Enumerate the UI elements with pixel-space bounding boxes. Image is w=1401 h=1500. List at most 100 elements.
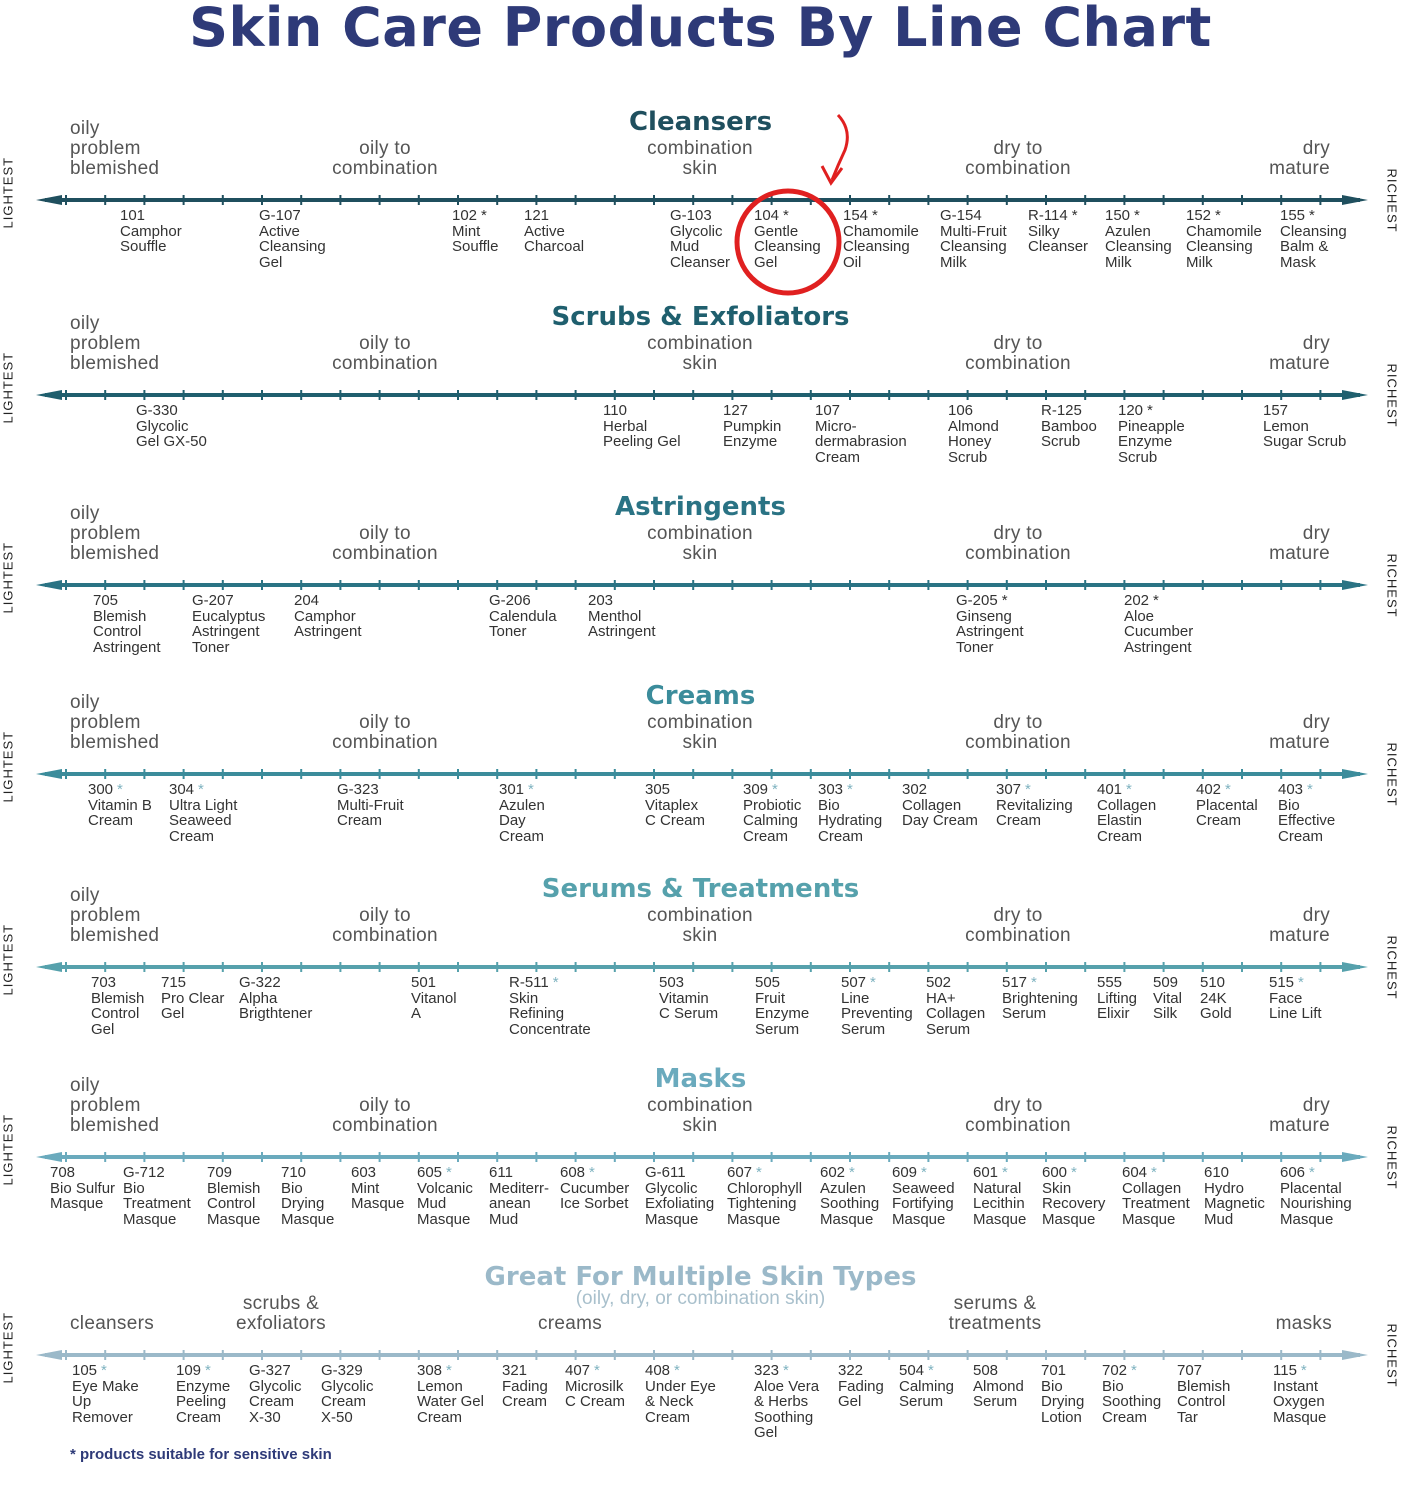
sensitive-star-icon: * — [1025, 781, 1031, 798]
product-item: 121 Active Charcoal — [524, 208, 584, 255]
product-name-line: Almond — [948, 417, 999, 435]
product-name-line: Oil — [843, 253, 862, 271]
product-name-line: Vitamin — [659, 989, 709, 1007]
product-name-line: Lemon — [417, 1377, 463, 1395]
product-code: 203 — [588, 592, 614, 609]
product-name-line: Gel GX-50 — [136, 433, 207, 451]
product-code: 610 — [1204, 1164, 1230, 1181]
product-name-line: Day — [499, 812, 526, 830]
skin-type-label: oily to combination — [332, 905, 438, 946]
product-name-line: Astringent — [1124, 638, 1192, 656]
product-name-line: Bio — [1041, 1377, 1063, 1395]
product-item: G-206 Calendula Toner — [489, 593, 557, 640]
product-name-line: Bio — [1278, 796, 1300, 814]
product-name-line: Seaweed — [169, 812, 232, 830]
product-name-line: Astringent — [588, 623, 656, 641]
product-item: 515 * Face Line Lift — [1269, 975, 1322, 1022]
product-name-line: Toner — [956, 638, 994, 656]
product-name-line: Placental — [1280, 1179, 1342, 1197]
richest-label: RICHEST — [1384, 1323, 1400, 1388]
product-name-line: Revitalizing — [996, 796, 1073, 814]
skin-type-label: cleansers — [70, 1313, 155, 1334]
product-name-line: Cream — [502, 1393, 548, 1411]
section-serums-treatments: Serums & Treatments oily problem blemishe… — [0, 866, 1401, 1056]
richness-axis — [36, 962, 1368, 972]
product-code: 304 — [169, 781, 195, 798]
product-name-line: Active — [524, 222, 565, 240]
section-title: Creams — [645, 681, 756, 711]
product-name-line: Alpha — [239, 989, 278, 1007]
product-name-line: Mud — [489, 1210, 519, 1228]
product-name-line: C Cream — [645, 812, 706, 830]
product-name-line: Tar — [1177, 1408, 1198, 1426]
product-code: 709 — [207, 1164, 233, 1181]
section-scrubs-exfoliators: Scrubs & Exfoliators oily problem blemish… — [0, 294, 1401, 484]
product-name-line: Gold — [1200, 1005, 1232, 1023]
product-name-line: Fortifying — [892, 1195, 954, 1213]
product-name-line: Serum — [755, 1020, 800, 1038]
product-code: 152 — [1186, 207, 1212, 224]
product-name-line: X-30 — [249, 1408, 281, 1426]
product-name-line: Under Eye — [645, 1377, 716, 1395]
product-name-line: Serum — [841, 1020, 886, 1038]
product-name-line: Gentle — [754, 222, 799, 240]
product-code: G-329 — [321, 1362, 363, 1379]
product-name-line: Bio — [818, 796, 840, 814]
product-name-line: Masque — [892, 1210, 946, 1228]
product-name-line: Line Lift — [1269, 1005, 1322, 1023]
sensitive-star-icon: * — [117, 781, 123, 798]
richness-axis — [36, 769, 1368, 779]
skin-type-label: scrubs & exfoliators — [236, 1293, 326, 1334]
product-name-line: Glycolic — [321, 1377, 374, 1395]
product-name-line: Cream — [743, 827, 789, 845]
skin-type-label: dry mature — [1269, 905, 1330, 946]
product-name-line: Ginseng — [956, 607, 1012, 625]
product-name-line: Cleansing — [259, 238, 326, 256]
product-item: 204 Camphor Astringent — [294, 593, 362, 640]
product-name-line: Lifting — [1097, 989, 1138, 1007]
sensitive-star-icon: * — [756, 1164, 762, 1181]
product-code: 301 — [499, 781, 525, 798]
product-code: 705 — [93, 592, 119, 609]
product-name-line: Eye Make — [72, 1377, 139, 1395]
product-name-line: Line — [841, 989, 870, 1007]
arrow-left-icon — [36, 962, 62, 972]
arrow-right-icon — [1342, 195, 1368, 205]
section-title: Cleansers — [628, 107, 773, 137]
product-name-line: Collagen — [902, 796, 962, 814]
product-name-line: Cream — [818, 827, 864, 845]
product-name-line: Milk — [940, 253, 967, 271]
sensitive-star-icon: * — [589, 1164, 595, 1181]
sensitive-star-icon: * — [1002, 1164, 1008, 1181]
arrow-right-icon — [1342, 962, 1368, 972]
skin-type-label: dry to combination — [965, 1095, 1071, 1136]
product-name-line: Exfoliating — [645, 1195, 715, 1213]
sensitive-star-icon: * — [1300, 1362, 1307, 1379]
product-name-line: Cleanser — [1028, 238, 1089, 256]
product-item: 702 * Bio Soothing Cream — [1102, 1363, 1161, 1425]
sensitive-star-icon: * — [205, 1362, 211, 1379]
skin-type-label: oily to combination — [332, 138, 438, 179]
sensitive-star-icon: * — [1031, 974, 1037, 991]
product-code: 607 — [727, 1164, 753, 1181]
arrow-right-icon — [1342, 769, 1368, 779]
skin-type-label: combination skin — [647, 712, 753, 753]
product-name-line: Masque — [207, 1210, 261, 1228]
product-code: 703 — [91, 974, 117, 991]
sensitive-star-icon: * — [1307, 781, 1313, 798]
product-code: 715 — [161, 974, 187, 991]
sensitive-star-icon: * — [481, 207, 487, 224]
skin-type-label: oily problem blemished — [70, 1075, 160, 1136]
product-name-line: Cream — [417, 1408, 463, 1426]
product-item: 403 * Bio Effective Cream — [1278, 782, 1335, 844]
product-item: 606 * Placental Nourishing Masque — [1280, 1165, 1352, 1227]
product-item: G-329 Glycolic Cream X-50 — [321, 1363, 374, 1425]
product-name-line: Masque — [50, 1195, 104, 1213]
product-name-line: Masque — [123, 1210, 177, 1228]
product-name-line: Cream — [996, 812, 1042, 830]
footnote: * products suitable for sensitive skin — [70, 1446, 332, 1463]
lightest-label: LIGHTEST — [0, 351, 16, 424]
product-name-line: Souffle — [120, 238, 167, 256]
richness-axis — [36, 390, 1368, 400]
product-code: G-205 — [956, 592, 998, 609]
